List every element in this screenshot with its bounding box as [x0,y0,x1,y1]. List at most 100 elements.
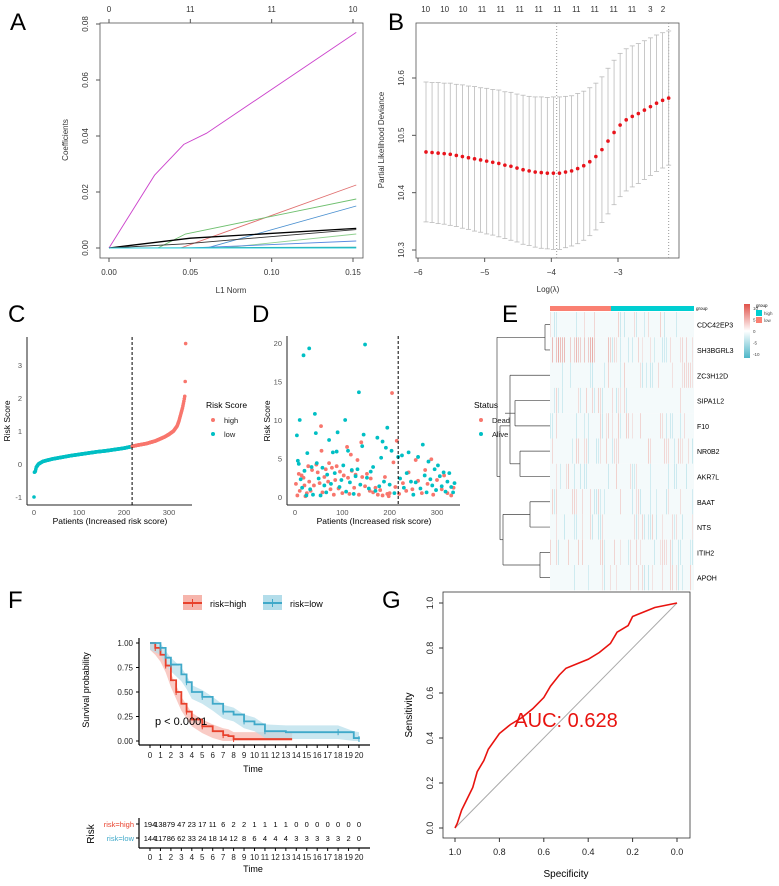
cv-point [642,108,647,112]
heatmap-cell [638,489,639,515]
dead-point [391,460,396,465]
cv-point [569,169,574,173]
km-curve-risk=high [150,642,293,740]
heatmap-row [550,387,694,414]
alive-point [445,479,450,484]
risk-count: 24 [198,834,206,843]
alive-point [389,448,394,453]
cv-point [551,171,556,175]
heatmap-cell [552,489,553,515]
top-tick-label-b: 11 [535,5,544,14]
risk-count: 18 [209,834,217,843]
heatmap-cell [692,337,693,363]
alive-point [409,479,413,484]
risk-count: 3 [326,834,330,843]
heatmap-cell [666,489,667,515]
cv-point [460,154,465,159]
alive-point [373,488,378,493]
dead-point [347,492,352,496]
x-tick-label-a: 0.15 [345,268,361,277]
heatmap-cell [600,438,601,464]
heatmap-cell [594,312,595,338]
heatmap-cell [576,514,577,540]
alive-point [404,471,409,476]
dead-point [333,478,338,482]
alive-point [383,445,388,450]
risk-x-tick-label: 15 [302,853,311,862]
y-axis-label-c: Risk Score [2,400,12,441]
heatmap-cell [632,337,633,363]
heatmap-cell [574,565,575,591]
legend-label-risk=low: risk=low [290,599,323,609]
risk-count: 0 [305,820,309,829]
heatmap-cell [614,438,615,464]
heatmap-cell [574,514,575,540]
y-tick-label-c: -1 [15,493,22,502]
x-tick-label-c: 0 [32,508,36,517]
heatmap-cell [598,387,599,414]
alive-point [449,485,454,489]
alive-point [313,431,318,435]
alive-point [353,474,358,479]
heatmap-cell [570,362,571,388]
heatmap-cell [582,489,583,515]
risk-x-tick-label: 5 [200,853,205,862]
heatmap-cell [618,413,619,439]
dead-point [404,488,409,493]
x-tick-label-f: 2 [169,751,174,760]
heatmap-cell [628,539,629,565]
cv-point [478,158,483,162]
cv-point [606,139,610,143]
heatmap-cell [604,489,605,515]
heatmap-cell [636,312,637,338]
heatmap-cell [638,337,639,363]
alive-point [406,450,411,455]
alive-point [297,418,302,422]
alive-point [371,465,375,469]
alive-point [311,492,315,497]
cv-point [490,160,495,165]
alive-point [314,461,319,466]
heatmap-cell [608,463,609,490]
dead-point [320,490,325,495]
alive-point [420,442,425,447]
heatmap-cell [634,514,635,540]
plot-frame-a [99,22,364,259]
heatmap-cell [654,539,655,565]
heatmap-cell [600,539,601,565]
heatmap-cell [596,438,597,464]
heatmap-cell [550,413,551,439]
heatmap-cell [652,362,653,388]
heatmap-cell [572,489,573,515]
heatmap-cell [682,514,683,540]
cv-point [527,169,531,173]
panel-label-g: G [382,587,401,614]
alive-point [300,485,304,490]
alive-point [358,482,363,487]
risk-x-tick-label: 12 [271,853,280,862]
y-tick-label-c: 2 [18,394,22,403]
heatmap-cell [678,539,679,565]
colorbar [744,304,750,358]
alive-point [441,470,446,475]
risk-count: 4 [273,834,277,843]
dead-point [297,488,302,493]
alive-point [330,450,335,455]
dead-point [301,475,306,480]
heatmap-cell [692,539,693,565]
dead-point [326,479,331,484]
top-tick-label-b: 10 [421,5,430,14]
legend-key-Dead [479,418,483,422]
heatmap-cell [660,539,661,565]
heatmap-cell [680,489,681,515]
dead-point [363,484,367,489]
heatmap-cell [604,539,605,565]
heatmap-cell [640,539,641,565]
heatmap-cell [634,312,635,338]
top-tick-label-a: 11 [268,5,277,14]
group-legend-title: group [756,303,768,308]
heatmap-cell [690,362,691,388]
heatmap-cell [590,514,591,540]
dead-point [401,481,405,486]
top-tick-label-b: 3 [648,5,653,14]
